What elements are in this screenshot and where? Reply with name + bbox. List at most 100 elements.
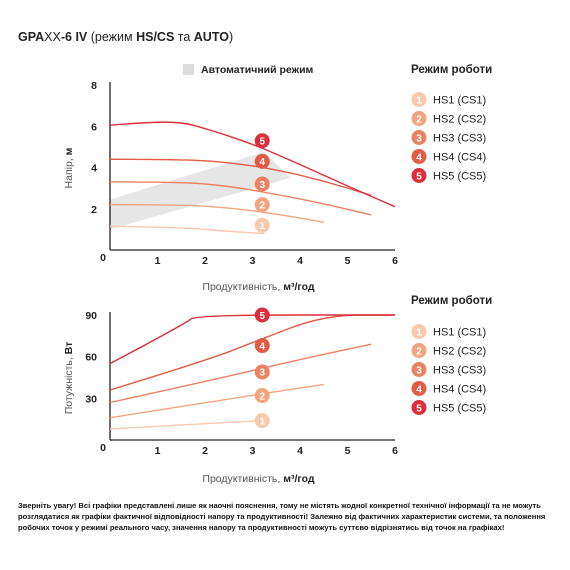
chart2-legend-badge-hs1	[411, 324, 427, 339]
chart2-series-marker-number: 5	[259, 311, 265, 322]
chart1-series-marker-hs5	[254, 133, 270, 149]
chart2-series-marker-hs3	[254, 364, 270, 380]
chart2-x-axis-unit: м³/год	[283, 473, 315, 485]
chart1-series-marker-number: 1	[259, 221, 265, 232]
disclaimer-note: Зверніть увагу! Всі графіки представлені…	[18, 501, 546, 532]
chart2-series-marker-hs4	[254, 338, 270, 354]
chart2-x-tick-label: 3	[250, 445, 256, 457]
chart1-y-axis-unit: м	[63, 147, 75, 155]
chart2-x-tick-label: 0	[100, 442, 106, 454]
chart2-x-tick-label: 1	[155, 445, 161, 457]
chart2-legend-label-hs1: HS1 (CS1)	[433, 327, 486, 339]
chart2-y-tick-label: 60	[85, 352, 97, 364]
chart1-series-marker-hs1	[254, 217, 270, 233]
chart1-legend-label-hs2: HS2 (CS2)	[433, 114, 486, 126]
chart1-series-line-hs5	[109, 121, 396, 208]
chart2-legend-badge-hs4	[411, 381, 427, 396]
chart2-legend-label-hs4: HS4 (CS4)	[433, 384, 486, 396]
chart1-y-tick-label: 6	[91, 121, 97, 133]
chart2-legend-label-hs2: HS2 (CS2)	[433, 346, 486, 358]
title-model-c: -6 IV	[60, 30, 88, 44]
charts-canvas: Автоматичний режим 2 4 6 8 0 1 2 3 4 5 6 Продуктивні…	[63, 64, 492, 485]
chart1-x-axis-label-text: Продуктивність,	[202, 281, 283, 293]
chart2-series-line-hs1	[109, 419, 265, 430]
chart1-legend-label-hs5: HS5 (CS5)	[433, 171, 486, 183]
chart2-legend-label-hs3: HS3 (CS3)	[433, 365, 486, 377]
chart2-y-axis-unit: Вт	[63, 342, 75, 355]
chart2-x-axis-label-text: Продуктивність,	[202, 473, 283, 485]
title-end: )	[228, 30, 234, 44]
chart1-x-tick-label: 3	[250, 255, 256, 267]
chart1-x-tick-label: 4	[297, 255, 303, 267]
chart1-legend-label-hs3: HS3 (CS3)	[433, 133, 486, 145]
chart2-x-tick-label: 6	[392, 445, 398, 457]
chart2-series-marker-hs1	[254, 413, 270, 429]
chart1-series-marker-hs3	[254, 176, 270, 192]
chart2-legend-badge-hs3	[411, 362, 427, 377]
chart1-series-marker-number: 2	[259, 200, 265, 211]
chart2-x-tick-label: 5	[345, 445, 351, 457]
chart1-x-tick-label: 6	[392, 255, 398, 267]
chart1-legend-label-hs1: HS1 (CS1)	[433, 95, 486, 107]
chart2-x-tick-label: 4	[297, 445, 303, 457]
chart1-x-tick-label: 0	[100, 252, 106, 264]
chart2-y-axis-label-text: Потужність,	[63, 354, 75, 414]
chart1-legend-badge-hs3	[411, 130, 427, 145]
chart1-auto-mode-legend-swatch	[183, 64, 194, 75]
chart1-x-tick-label: 5	[345, 255, 351, 267]
title-mode1: HS/CS	[136, 30, 175, 44]
title-mode2: AUTO	[193, 30, 229, 44]
chart2-legend-title: Режим роботи	[411, 295, 492, 307]
chart1-legend-badge-hs4	[411, 149, 427, 164]
chart2-y-tick-label: 30	[85, 393, 97, 405]
chart1-legend-badge-number: 4	[416, 153, 422, 164]
chart1-legend-badge-number: 2	[416, 115, 422, 126]
chart1-series-marker-hs2	[254, 197, 270, 213]
chart2-legend-badge-number: 2	[416, 347, 422, 358]
chart2-y-tick-label: 90	[85, 310, 97, 322]
chart2-y-axis-label: Потужність, Вт	[63, 342, 75, 415]
chart1-x-tick-label: 2	[202, 255, 208, 267]
chart2-legend-badge-number: 4	[416, 385, 422, 396]
chart1-legend-badge-number: 3	[416, 134, 422, 145]
chart2-legend-badge-number: 3	[416, 366, 422, 377]
title-mid: (режим	[87, 30, 137, 44]
chart2-series-marker-hs2	[254, 388, 270, 404]
chart2-series-line-hs5	[109, 314, 395, 365]
chart1-x-axis-unit: м³/год	[283, 281, 315, 293]
chart2-series-marker-number: 2	[259, 391, 265, 402]
chart2-series-marker-hs5	[254, 307, 270, 323]
chart1-legend-badge-hs1	[411, 92, 427, 107]
chart1-legend-badge-number: 1	[416, 96, 422, 107]
chart2-series-line-hs3	[109, 343, 372, 404]
chart1-series-line-hs1	[109, 225, 265, 235]
title-model-a: GPA	[18, 30, 45, 44]
chart2-series-line-hs4	[109, 314, 395, 391]
chart1-legend-label-hs4: HS4 (CS4)	[433, 152, 486, 164]
chart1-legend-title: Режим роботи	[411, 64, 492, 76]
chart2-legend-badge-number: 5	[416, 404, 422, 415]
chart1-legend-badge-hs5	[411, 168, 427, 183]
chart1-series-marker-number: 5	[259, 136, 265, 147]
chart2-x-axis-label: Продуктивність, м³/год	[202, 473, 315, 485]
chart2-series-marker-number: 3	[259, 368, 265, 379]
chart2-legend-badge-hs2	[411, 343, 427, 358]
chart1-series-line-hs3	[109, 181, 372, 216]
chart1-y-tick-label: 2	[91, 204, 97, 216]
chart1-legend-badge-number: 5	[416, 172, 422, 183]
chart1-series-line-hs2	[109, 203, 324, 223]
chart1-auto-mode-area	[110, 152, 291, 230]
title-and: та	[174, 30, 194, 44]
chart1-auto-mode-legend-label: Автоматичний режим	[201, 64, 314, 76]
chart1-series-marker-number: 4	[259, 157, 265, 168]
chart1-series-line-hs4	[109, 158, 372, 197]
chart2-series-marker-number: 4	[259, 341, 265, 352]
chart2-legend-label-hs5: HS5 (CS5)	[433, 403, 486, 415]
chart1-legend-badge-hs2	[411, 111, 427, 126]
chart1-y-tick-label: 8	[91, 80, 97, 92]
chart2-series-marker-number: 1	[259, 416, 265, 427]
chart1-x-tick-label: 1	[155, 255, 161, 267]
chart2-series-line-hs2	[109, 383, 324, 419]
chart2-x-tick-label: 2	[202, 445, 208, 457]
chart1-series-marker-number: 3	[259, 180, 265, 191]
